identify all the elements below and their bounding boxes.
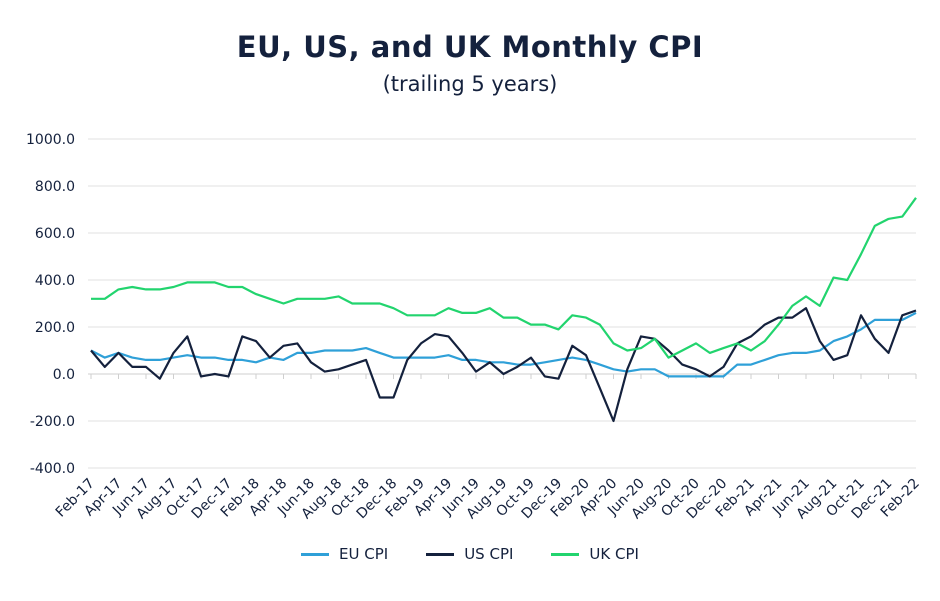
legend-swatch-us (426, 552, 455, 556)
legend-swatch-uk (551, 552, 580, 556)
chart-subtitle: (trailing 5 years) (382, 72, 558, 96)
legend-swatch-eu (301, 552, 330, 556)
legend-label-uk: UK CPI (589, 545, 639, 563)
legend-item-us: US CPI (426, 545, 513, 563)
y-tick-label: 600.0 (35, 226, 75, 242)
legend: EU CPI US CPI UK CPI (0, 545, 940, 563)
legend-item-uk: UK CPI (551, 545, 639, 563)
y-tick-label: 200.0 (35, 320, 75, 336)
legend-label-us: US CPI (464, 545, 514, 563)
y-tick-label: 0.0 (53, 367, 75, 383)
series-line-us (90, 307, 917, 423)
series-line-uk (91, 197, 917, 359)
y-tick-label: 800.0 (35, 179, 75, 195)
series-line-eu (90, 311, 917, 378)
y-tick-label: 400.0 (35, 273, 75, 289)
y-tick-label: -400.0 (30, 461, 75, 477)
legend-item-eu: EU CPI (301, 545, 388, 563)
y-tick-label: -200.0 (30, 414, 75, 430)
legend-label-eu: EU CPI (339, 545, 389, 563)
chart-title: EU, US, and UK Monthly CPI (236, 30, 704, 64)
y-tick-label: 1000.0 (26, 132, 75, 148)
